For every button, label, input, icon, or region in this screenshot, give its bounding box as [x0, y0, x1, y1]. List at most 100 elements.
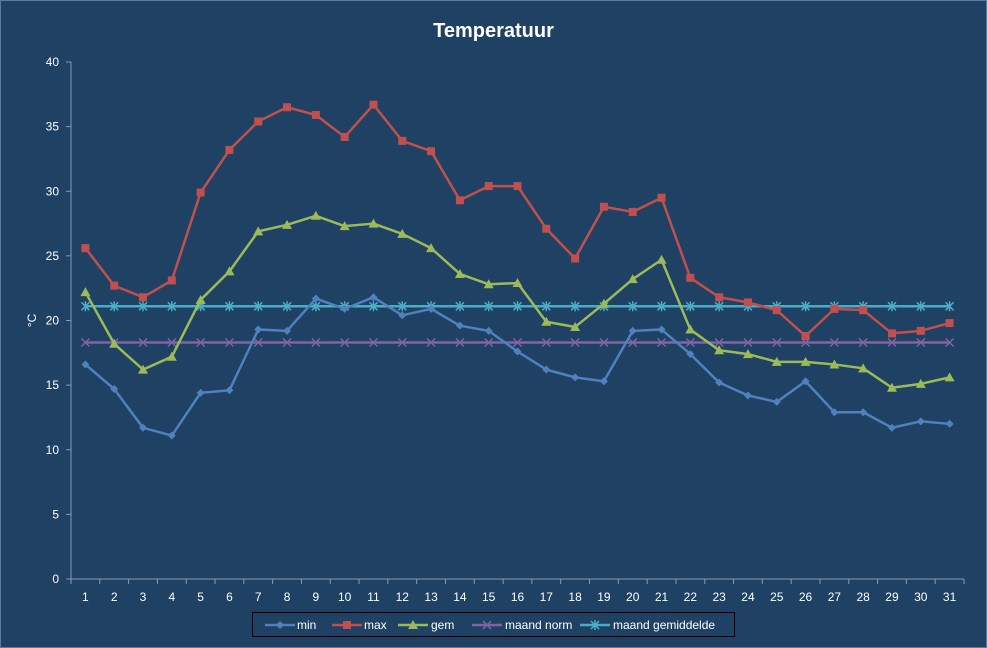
x-tick-label: 28: [856, 590, 870, 604]
x-tick-label: 19: [597, 590, 611, 604]
data-point-max: [513, 182, 522, 191]
data-point-min: [139, 423, 148, 432]
y-tick-label: 10: [46, 443, 60, 457]
data-point-maand-gemiddelde: [397, 301, 407, 312]
data-point-maand-norm: [80, 337, 90, 348]
data-point-min: [801, 377, 810, 386]
data-point-gem: [512, 278, 523, 288]
x-tick-label: 27: [828, 590, 842, 604]
x-tick-label: 13: [424, 590, 438, 604]
legend-marker-min: [276, 621, 284, 629]
data-point-maand-gemiddelde: [224, 301, 234, 312]
data-point-gem: [742, 349, 753, 359]
data-point-min: [513, 347, 522, 356]
data-point-maand-gemiddelde: [455, 301, 465, 312]
data-point-gem: [253, 226, 264, 236]
data-point-gem: [800, 356, 811, 366]
data-point-max: [196, 188, 205, 197]
data-point-min: [340, 304, 349, 313]
series-line-min: [84, 295, 950, 437]
data-point-min: [715, 378, 724, 387]
y-tick-label: 35: [46, 120, 60, 134]
data-point-maand-norm: [340, 337, 350, 348]
data-point-maand-gemiddelde: [253, 301, 263, 312]
x-tick-label: 6: [226, 590, 233, 604]
data-point-gem: [454, 268, 465, 278]
y-tick-label: 5: [52, 507, 59, 521]
legend-label-gem: gem: [431, 618, 454, 632]
data-point-maand-gemiddelde: [167, 301, 177, 312]
data-point-max: [801, 332, 810, 341]
data-point-max: [398, 136, 407, 145]
data-point-gem: [109, 338, 120, 348]
series-min: [81, 293, 954, 440]
data-point-min: [398, 311, 407, 320]
data-point-gem: [570, 321, 581, 331]
data-point-gem: [80, 287, 91, 297]
data-point-maand-gemiddelde: [109, 301, 119, 312]
data-point-gem: [598, 298, 609, 308]
x-tick-label: 5: [197, 590, 204, 604]
x-tick-label: 25: [770, 590, 784, 604]
data-point-maand-gemiddelde: [484, 301, 494, 312]
data-point-gem: [685, 324, 696, 334]
data-point-gem: [339, 221, 350, 231]
data-point-min: [945, 419, 954, 428]
data-point-maand-norm: [368, 337, 378, 348]
legend-marker-gem: [408, 620, 418, 629]
data-point-maand-gemiddelde: [916, 301, 926, 312]
legend-marker-maand-gemiddelde: [590, 620, 600, 630]
x-tick-label: 11: [367, 590, 380, 604]
data-point-min: [110, 385, 119, 394]
y-tick-label: 25: [46, 249, 60, 263]
data-point-min: [916, 417, 925, 426]
data-point-gem: [195, 294, 206, 304]
data-point-gem: [915, 378, 926, 388]
x-tick-label: 9: [313, 590, 320, 604]
data-point-gem: [483, 279, 494, 289]
data-point-gem: [138, 364, 149, 374]
data-point-max: [283, 103, 292, 112]
legend: [252, 612, 735, 637]
data-point-gem: [858, 363, 869, 373]
data-point-max: [455, 196, 464, 205]
data-point-maand-norm: [253, 337, 263, 348]
data-point-max: [830, 304, 839, 313]
data-point-min: [225, 386, 234, 395]
data-point-max: [945, 319, 954, 328]
data-point-maand-norm: [858, 337, 868, 348]
data-point-max: [772, 306, 781, 315]
data-point-max: [311, 110, 320, 119]
legend-items: min max gem maand norm maand gemiddelde: [265, 618, 715, 632]
data-point-maand-norm: [426, 337, 436, 348]
data-point-maand-norm: [916, 337, 926, 348]
data-point-maand-norm: [599, 337, 609, 348]
data-point-max: [167, 276, 176, 285]
x-tick-label: 17: [540, 590, 554, 604]
legend-item-maand-norm: maand norm: [472, 618, 572, 632]
data-point-maand-gemiddelde: [628, 301, 638, 312]
data-point-min: [686, 350, 695, 359]
legend-label-max: max: [364, 618, 387, 632]
data-point-max: [427, 147, 436, 156]
data-point-max: [715, 293, 724, 302]
data-point-max: [859, 306, 868, 315]
data-point-maand-gemiddelde: [801, 301, 811, 312]
series-maand-norm: [80, 337, 955, 348]
x-tick-label: 24: [741, 590, 755, 604]
data-point-maand-norm: [657, 337, 667, 348]
data-point-min: [657, 325, 666, 334]
data-point-maand-norm: [224, 337, 234, 348]
y-axis-label: °C: [25, 313, 39, 327]
y-tick-label: 15: [46, 378, 60, 392]
data-point-maand-norm: [484, 337, 494, 348]
data-point-max: [110, 281, 119, 290]
data-point-min: [599, 377, 608, 386]
data-point-min: [81, 360, 90, 369]
data-point-maand-norm: [829, 337, 839, 348]
data-point-min: [484, 326, 493, 335]
data-point-gem: [541, 316, 552, 326]
data-point-maand-norm: [685, 337, 695, 348]
